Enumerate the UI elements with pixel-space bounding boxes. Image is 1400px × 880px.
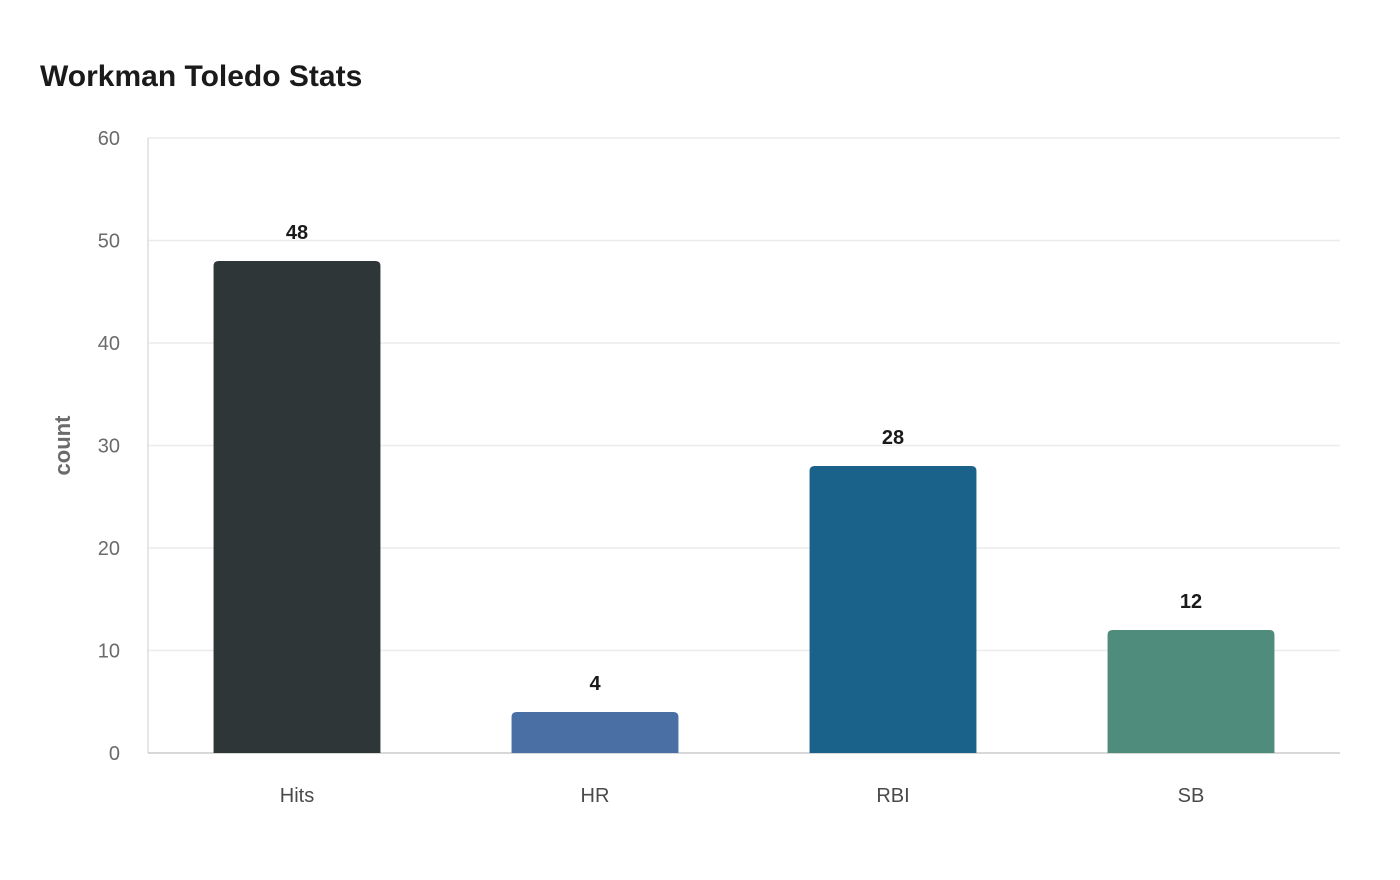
- y-tick-label: 10: [98, 641, 120, 663]
- x-tick-label: RBI: [876, 785, 909, 807]
- data-label-hr: 4: [589, 673, 601, 695]
- bar-rbi: [809, 466, 977, 753]
- y-tick-label: 30: [98, 436, 120, 458]
- x-tick-labels: Hits HR RBI SB: [280, 785, 1205, 807]
- bar-sb: [1107, 630, 1275, 753]
- bar-hr: [511, 712, 679, 753]
- y-tick-label: 20: [98, 538, 120, 560]
- x-tick-label: SB: [1178, 785, 1205, 807]
- y-axis-title: count: [50, 415, 75, 476]
- data-labels: 48 4 28 12: [286, 222, 1202, 695]
- y-tick-label: 40: [98, 333, 120, 355]
- x-tick-label: Hits: [280, 785, 314, 807]
- chart-title: Workman Toledo Stats: [40, 60, 363, 93]
- data-label-rbi: 28: [882, 427, 904, 449]
- y-tick-label: 50: [98, 231, 120, 253]
- data-label-hits: 48: [286, 222, 308, 244]
- y-tick-label: 0: [109, 743, 120, 765]
- x-tick-label: HR: [581, 785, 610, 807]
- y-tick-label: 60: [98, 128, 120, 150]
- bar-hits: [213, 261, 381, 753]
- y-tick-labels: 0 10 20 30 40 50 60: [98, 128, 120, 765]
- data-label-sb: 12: [1180, 591, 1202, 613]
- bars: [213, 261, 1275, 753]
